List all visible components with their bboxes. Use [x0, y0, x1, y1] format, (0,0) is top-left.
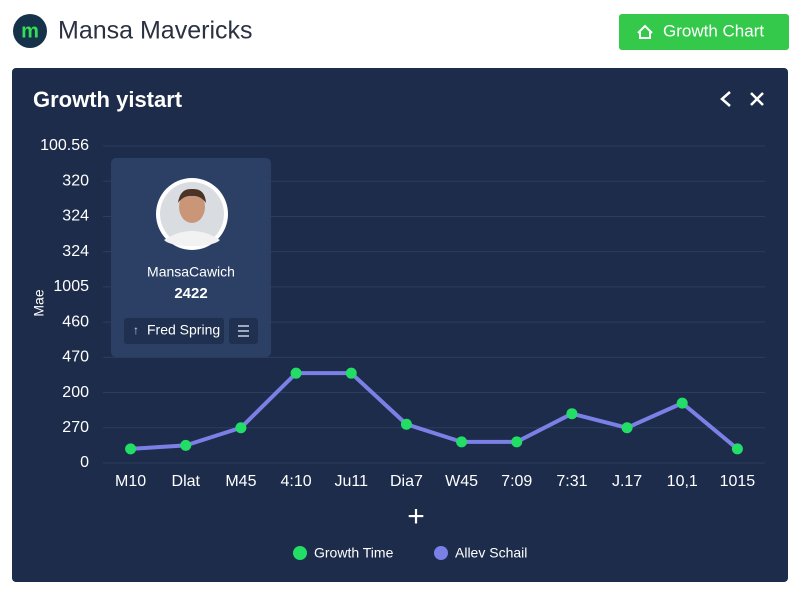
data-point — [731, 443, 743, 455]
logo — [13, 14, 47, 48]
card-name: MansaCawich — [147, 264, 235, 280]
avatar-face — [179, 191, 205, 223]
x-tick-label: Dlat — [172, 473, 201, 490]
data-point — [676, 397, 688, 409]
data-point — [400, 418, 412, 430]
card-number: 2422 — [174, 285, 207, 302]
legend-swatch — [434, 546, 448, 560]
data-point — [456, 436, 468, 448]
legend-swatch — [293, 546, 307, 560]
growth-chart-button[interactable] — [619, 14, 789, 50]
add-button[interactable]: + — [407, 500, 425, 533]
y-axis-label: Mae — [31, 289, 47, 316]
x-tick-label: 7:31 — [556, 473, 587, 490]
legend-label: Growth Time — [314, 545, 394, 561]
y-tick-label: 200 — [62, 384, 89, 401]
y-tick-label: 320 — [62, 172, 89, 189]
y-tick-label: 460 — [62, 313, 89, 330]
back-icon[interactable] — [720, 91, 731, 107]
avatar-hair — [178, 188, 206, 203]
y-tick-label: 470 — [62, 349, 89, 366]
close-icon[interactable] — [750, 92, 764, 106]
data-point — [511, 436, 523, 448]
app-title: Mansa Mavericks — [58, 17, 253, 45]
x-tick-label: M45 — [225, 473, 256, 490]
home-icon — [637, 24, 653, 39]
data-point — [621, 422, 633, 434]
data-point — [566, 408, 578, 420]
legend-label: Allev Schail — [455, 545, 527, 561]
y-tick-label: 324 — [62, 208, 89, 225]
x-tick-label: 7:09 — [501, 473, 532, 490]
x-tick-label: 1015 — [720, 473, 756, 490]
logo-text: m — [21, 20, 39, 42]
x-tick-label: Dia7 — [390, 473, 423, 490]
card-button-text: Fred Spring — [147, 322, 220, 338]
x-tick-label: W45 — [445, 473, 478, 490]
y-tick-label: 270 — [62, 419, 89, 436]
y-tick-label: 100.56 — [40, 137, 89, 154]
x-tick-label: J.17 — [612, 473, 642, 490]
avatar-shirt — [164, 231, 220, 246]
x-tick-label: M10 — [115, 473, 146, 490]
data-point — [125, 443, 137, 455]
data-point — [345, 367, 357, 379]
y-tick-label: 0 — [80, 454, 89, 471]
y-tick-label: 324 — [62, 243, 89, 260]
data-point — [290, 367, 302, 379]
menu-icon — [238, 325, 249, 337]
up-arrow: ↑ — [133, 323, 139, 337]
x-tick-label: 4:10 — [281, 473, 312, 490]
card-bg — [111, 158, 271, 357]
card-button[interactable] — [124, 318, 224, 344]
legend: Growth Time Allev Schail — [293, 545, 527, 561]
button-text: Growth Chart — [663, 21, 764, 40]
x-tick-label: 10,1 — [667, 473, 698, 490]
data-point — [180, 439, 192, 451]
plot: 0 270 200 470 460 1005 324 324 320 100.56 M10 Dlat M… — [40, 137, 765, 490]
data-point — [235, 422, 247, 434]
series-line — [130, 371, 739, 451]
y-tick-label: 1005 — [53, 278, 89, 295]
x-tick-label: Ju11 — [334, 473, 368, 490]
profile-card: MansaCawich 2422 ↑ Fred Spring — [111, 158, 271, 357]
panel-title: Growth yistart — [33, 87, 183, 112]
